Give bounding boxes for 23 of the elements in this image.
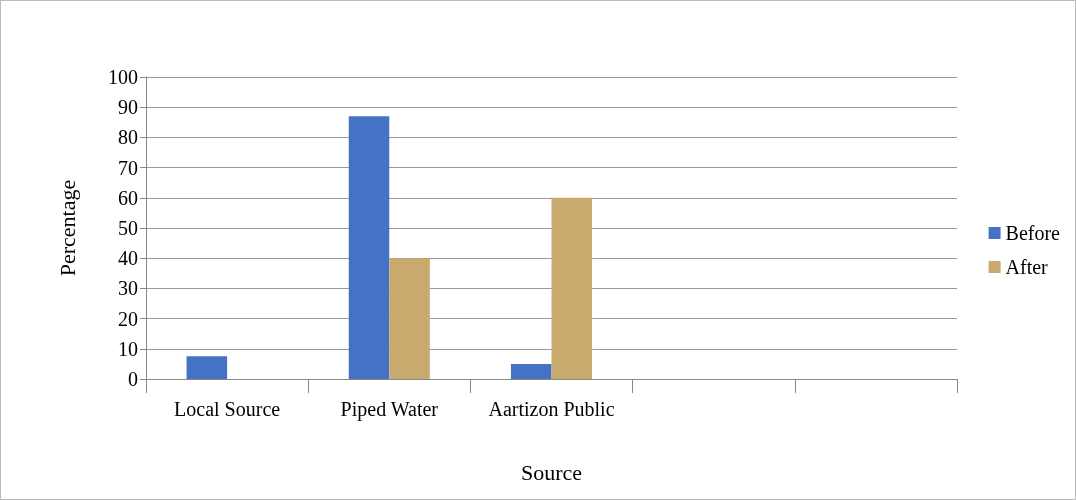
- y-axis-title: Percentage: [54, 179, 80, 277]
- y-tick-label: 20: [118, 307, 138, 330]
- x-tick-label: Piped Water: [340, 398, 439, 421]
- x-tick-label: Local Source: [174, 398, 281, 420]
- y-tick-label: 30: [118, 277, 138, 300]
- bar: [551, 197, 593, 379]
- y-tick-label: 40: [118, 247, 138, 270]
- y-tick-label: 10: [118, 337, 138, 360]
- y-tick-label: 90: [118, 96, 138, 119]
- bar: [510, 363, 552, 379]
- legend-label: After: [1005, 256, 1049, 278]
- x-axis-title: Source: [520, 459, 583, 485]
- y-tick-label: 50: [118, 217, 138, 239]
- bar: [186, 356, 228, 379]
- y-tick-label: 70: [118, 156, 138, 179]
- y-tick-label: 80: [118, 126, 138, 149]
- y-tick-label: 60: [118, 186, 138, 209]
- bar: [348, 116, 390, 379]
- y-tick-label: 0: [128, 368, 138, 390]
- bar: [389, 258, 430, 379]
- y-tick-label: 100: [108, 66, 138, 88]
- legend-label: Before: [1005, 222, 1061, 244]
- x-tick-label: Aartizon Public: [488, 398, 615, 420]
